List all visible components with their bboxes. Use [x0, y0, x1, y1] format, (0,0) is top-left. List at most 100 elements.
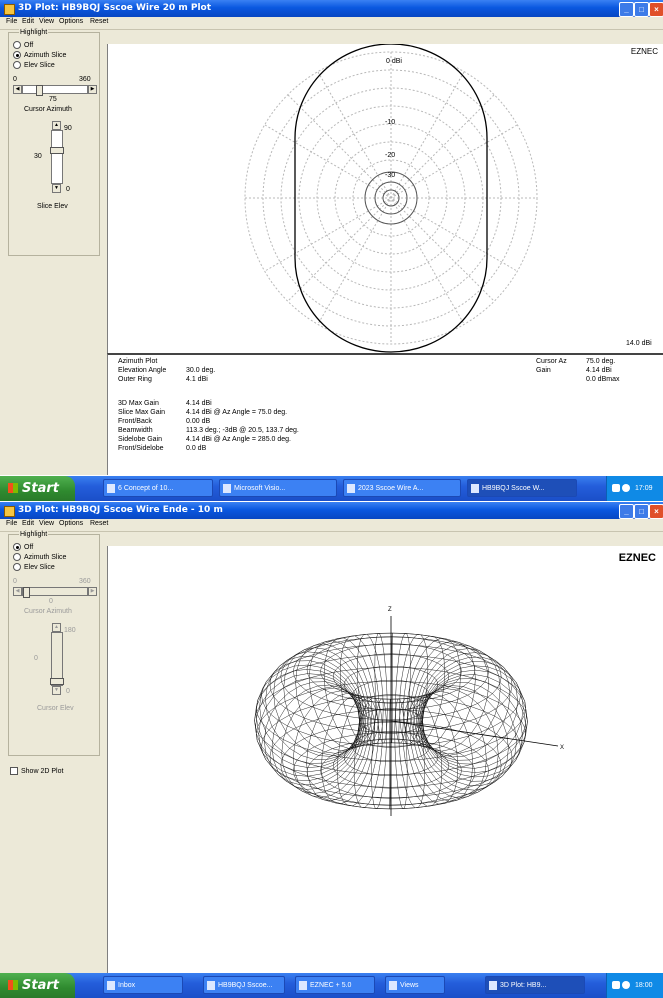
- mesh-line: [320, 742, 462, 799]
- plot-info-panel: Azimuth Plot Elevation Angle 30.0 deg. O…: [107, 353, 663, 475]
- mesh-line: [293, 632, 489, 711]
- radio-button[interactable]: [13, 41, 21, 49]
- mesh-line: [320, 643, 462, 700]
- volume-icon[interactable]: [622, 484, 630, 492]
- menu-reset[interactable]: Reset: [90, 520, 109, 527]
- checkbox[interactable]: [10, 767, 18, 775]
- language-icon[interactable]: [612, 484, 620, 492]
- slider-up-arrow-icon[interactable]: ▲: [52, 623, 61, 632]
- menu-view[interactable]: View: [39, 520, 55, 527]
- taskbar-item[interactable]: HB9BQJ Sscoe...: [203, 976, 285, 994]
- slider-down-arrow-icon[interactable]: ▼: [52, 686, 61, 695]
- language-icon[interactable]: [612, 981, 620, 989]
- show-2d-plot-checkbox[interactable]: Show 2D Plot: [10, 767, 63, 775]
- taskbar-item[interactable]: HB9BQJ Sscoe W...: [467, 479, 577, 497]
- stat-value: 4.14 dBi: [186, 400, 212, 407]
- radio-button[interactable]: [13, 563, 21, 571]
- taskbar-item[interactable]: EZNEC + 5.0: [295, 976, 375, 994]
- taskbar-item[interactable]: 6 Concept of 10...: [103, 479, 213, 497]
- elev-slider[interactable]: [50, 632, 64, 686]
- ring-label-30: -30: [385, 172, 395, 179]
- taskbar: Start 6 Concept of 10... Microsoft Visio…: [0, 476, 663, 501]
- slider-left-arrow-icon[interactable]: ◀: [13, 587, 22, 596]
- slider-thumb[interactable]: [23, 587, 30, 598]
- menu-file[interactable]: File: [6, 18, 18, 25]
- window-title-bar[interactable]: 3D Plot: HB9BQJ Sscoe Wire 20 m Plot _ □…: [0, 0, 663, 17]
- slider-right-arrow-icon[interactable]: ▶: [88, 85, 97, 94]
- elev-min-label: 0: [66, 688, 70, 695]
- info-gain-label: Gain: [536, 367, 551, 374]
- taskbar-item[interactable]: Inbox: [103, 976, 183, 994]
- close-button[interactable]: ×: [649, 2, 663, 17]
- menu-options[interactable]: Options: [59, 18, 84, 25]
- radio-button[interactable]: [13, 543, 21, 551]
- radio-button[interactable]: [13, 51, 21, 59]
- menu-file[interactable]: File: [6, 520, 18, 527]
- radio-button[interactable]: [13, 553, 21, 561]
- taskbar-item[interactable]: Microsoft Visio...: [219, 479, 337, 497]
- start-button[interactable]: Start: [0, 476, 75, 501]
- plot-icon: [489, 981, 497, 990]
- radio-elev-slice[interactable]: Elev Slice: [13, 61, 55, 69]
- menu-edit[interactable]: Edit: [22, 520, 35, 527]
- inner-rings: [364, 171, 418, 225]
- cursor-azimuth-caption: Cursor Azimuth: [24, 106, 72, 113]
- eznec-brand: EZNEC: [630, 47, 658, 56]
- azimuth-slider[interactable]: [22, 85, 88, 96]
- radio-button[interactable]: [13, 61, 21, 69]
- maximize-button[interactable]: □: [634, 504, 649, 519]
- clock[interactable]: 18:00: [635, 982, 653, 989]
- radio-azimuth-slice[interactable]: Azimuth Slice: [13, 553, 66, 561]
- menu-edit[interactable]: Edit: [22, 18, 35, 25]
- radio-off[interactable]: Off: [13, 41, 33, 49]
- menu-reset[interactable]: Reset: [90, 18, 109, 25]
- slider-thumb[interactable]: [50, 678, 64, 685]
- azimuth-slider[interactable]: [22, 587, 88, 598]
- taskbar-item[interactable]: 2023 Sscoe Wire A...: [343, 479, 461, 497]
- slider-thumb[interactable]: [36, 85, 43, 96]
- slider-down-arrow-icon[interactable]: ▼: [52, 184, 61, 193]
- menu-options[interactable]: Options: [59, 520, 84, 527]
- radio-off[interactable]: Off: [13, 543, 33, 551]
- radio-azimuth-slice[interactable]: Azimuth Slice: [13, 51, 66, 59]
- window-title-bar[interactable]: 3D Plot: HB9BQJ Sscoe Wire Ende - 10 m _…: [0, 502, 663, 519]
- taskbar: Start Inbox HB9BQJ Sscoe... EZNEC + 5.0 …: [0, 973, 663, 998]
- slice-elev-caption: Slice Elev: [37, 203, 68, 210]
- document-icon: [207, 981, 215, 990]
- mesh-line: [394, 698, 408, 809]
- slider-thumb[interactable]: [50, 147, 64, 154]
- window-client: Highlight Off Azimuth Slice Elev Slice 0…: [0, 531, 663, 973]
- taskbar-item[interactable]: Views: [385, 976, 445, 994]
- volume-icon[interactable]: [622, 981, 630, 989]
- window-title: 3D Plot: HB9BQJ Sscoe Wire Ende - 10 m: [18, 505, 223, 515]
- slider-up-arrow-icon[interactable]: ▲: [52, 121, 61, 130]
- minimize-button[interactable]: _: [619, 2, 634, 17]
- slider-left-arrow-icon[interactable]: ◀: [13, 85, 22, 94]
- stat-value: 4.14 dBi @ Az Angle = 285.0 deg.: [186, 436, 291, 443]
- slider-right-arrow-icon[interactable]: ▶: [88, 587, 97, 596]
- mesh-line: [306, 739, 476, 806]
- close-button[interactable]: ×: [649, 504, 663, 519]
- ring-label-20: -20: [385, 152, 395, 159]
- mesh-line: [389, 698, 391, 810]
- ring-label-10: -10: [385, 119, 395, 126]
- radio-elev-slice[interactable]: Elev Slice: [13, 563, 55, 571]
- mesh-line: [357, 720, 425, 748]
- visio-icon: [223, 484, 231, 493]
- start-button[interactable]: Start: [0, 973, 75, 998]
- info-outer-ring-label: Outer Ring: [118, 376, 152, 383]
- azimuth-plot-area: EZNEC: [107, 44, 663, 353]
- menu-view[interactable]: View: [39, 18, 55, 25]
- mesh-line: [254, 667, 528, 775]
- maximize-button[interactable]: □: [634, 2, 649, 17]
- clock[interactable]: 17:09: [635, 485, 653, 492]
- mesh-line: [417, 685, 509, 791]
- eznec-icon: [299, 981, 307, 990]
- mesh-line: [256, 681, 526, 788]
- taskbar-item[interactable]: 3D Plot: HB9...: [485, 976, 585, 994]
- minimize-button[interactable]: _: [619, 504, 634, 519]
- azimuth-plot-window: 3D Plot: HB9BQJ Sscoe Wire 20 m Plot _ □…: [0, 0, 663, 475]
- info-cursor-az-label: Cursor Az: [536, 358, 567, 365]
- stat-label: Front/Sidelobe: [118, 445, 164, 452]
- elev-slider[interactable]: [50, 130, 64, 184]
